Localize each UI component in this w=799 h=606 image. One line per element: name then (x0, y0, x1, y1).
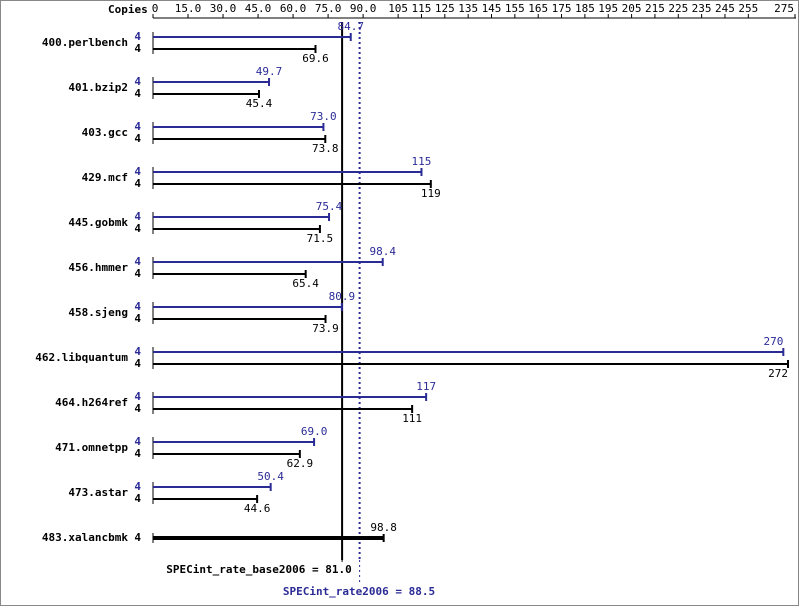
value-label: 84.7 (337, 20, 364, 33)
copies-label: 4 (134, 300, 141, 313)
value-label: 117 (416, 380, 436, 393)
x-tick-label: 30.0 (210, 2, 237, 15)
value-label: 75.4 (316, 200, 343, 213)
x-tick-label: 60.0 (280, 2, 307, 15)
x-tick-label: 245 (715, 2, 735, 15)
value-label: 80.9 (329, 290, 356, 303)
value-label: 44.6 (244, 502, 271, 515)
value-label: 115 (412, 155, 432, 168)
value-label: 71.5 (307, 232, 334, 245)
copies-label: 4 (134, 435, 141, 448)
x-tick-label: 175 (552, 2, 572, 15)
copies-label: 4 (134, 120, 141, 133)
value-label: 73.8 (312, 142, 339, 155)
value-label: 119 (421, 187, 441, 200)
copies-header: Copies (108, 3, 148, 16)
x-tick-label: 15.0 (175, 2, 202, 15)
copies-label: 4 (134, 345, 141, 358)
copies-label: 4 (134, 312, 141, 325)
category-label: 462.libquantum (35, 351, 128, 364)
value-label: 272 (768, 367, 788, 380)
copies-label: 4 (134, 75, 141, 88)
copies-label: 4 (134, 132, 141, 145)
copies-label: 4 (134, 267, 141, 280)
value-label: 45.4 (246, 97, 273, 110)
category-label: 445.gobmk (68, 216, 128, 229)
value-label: 49.7 (256, 65, 283, 78)
x-tick-label: 145 (482, 2, 502, 15)
category-label: 458.sjeng (68, 306, 128, 319)
copies-label: 4 (134, 492, 141, 505)
value-label: 62.9 (287, 457, 314, 470)
copies-label: 4 (134, 402, 141, 415)
category-label: 456.hmmer (68, 261, 128, 274)
x-tick-label: 135 (458, 2, 478, 15)
value-label: 69.0 (301, 425, 328, 438)
reference-label: SPECint_rate2006 = 88.5 (283, 585, 435, 598)
copies-label: 4 (134, 30, 141, 43)
category-label: 401.bzip2 (68, 81, 128, 94)
x-tick-label: 225 (668, 2, 688, 15)
copies-label: 4 (134, 165, 141, 178)
x-tick-label: 255 (738, 2, 758, 15)
copies-label: 4 (134, 210, 141, 223)
category-label: 483.xalancbmk (42, 531, 128, 544)
x-tick-label: 90.0 (350, 2, 377, 15)
category-label: 400.perlbench (42, 36, 128, 49)
x-tick-label: 105 (388, 2, 408, 15)
x-tick-label: 275 (774, 2, 794, 15)
copies-label: 4 (134, 390, 141, 403)
copies-label: 4 (134, 255, 141, 268)
value-label: 98.4 (369, 245, 396, 258)
x-tick-label: 75.0 (315, 2, 342, 15)
value-label: 65.4 (292, 277, 319, 290)
category-label: 429.mcf (82, 171, 128, 184)
copies-label: 4 (134, 87, 141, 100)
x-tick-label: 125 (435, 2, 455, 15)
value-label: 111 (402, 412, 422, 425)
copies-label: 4 (134, 222, 141, 235)
x-tick-label: 0 (152, 2, 159, 15)
x-tick-label: 155 (505, 2, 525, 15)
value-label: 50.4 (257, 470, 284, 483)
copies-label: 4 (134, 480, 141, 493)
x-tick-label: 215 (645, 2, 665, 15)
value-label: 98.8 (370, 521, 397, 534)
category-label: 403.gcc (82, 126, 128, 139)
reference-label: SPECint_rate_base2006 = 81.0 (166, 563, 351, 576)
category-label: 473.astar (68, 486, 128, 499)
x-tick-label: 195 (598, 2, 618, 15)
category-label: 471.omnetpp (55, 441, 128, 454)
value-label: 69.6 (302, 52, 329, 65)
value-label: 73.9 (312, 322, 339, 335)
x-tick-label: 185 (575, 2, 595, 15)
x-tick-label: 165 (528, 2, 548, 15)
copies-label: 4 (134, 531, 141, 544)
x-tick-label: 45.0 (245, 2, 272, 15)
copies-label: 4 (134, 177, 141, 190)
copies-label: 4 (134, 42, 141, 55)
x-tick-label: 115 (412, 2, 432, 15)
value-label: 270 (763, 335, 783, 348)
copies-label: 4 (134, 357, 141, 370)
value-label: 73.0 (310, 110, 337, 123)
copies-label: 4 (134, 447, 141, 460)
category-label: 464.h264ref (55, 396, 128, 409)
x-tick-label: 235 (692, 2, 712, 15)
x-tick-label: 205 (622, 2, 642, 15)
